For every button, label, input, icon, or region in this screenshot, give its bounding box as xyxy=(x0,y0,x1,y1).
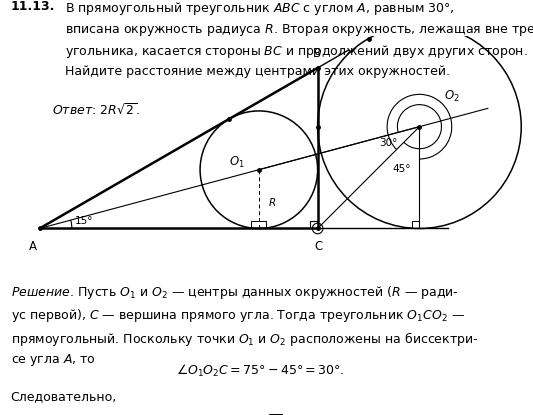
Text: Следовательно,: Следовательно, xyxy=(11,390,117,403)
Text: C: C xyxy=(314,239,322,253)
Text: B: B xyxy=(312,47,320,60)
Text: $\it{Ответ}$: $2R\sqrt{2}$.: $\it{Ответ}$: $2R\sqrt{2}$. xyxy=(52,103,140,118)
Text: 45°: 45° xyxy=(393,164,411,174)
Text: 30°: 30° xyxy=(379,138,398,148)
Text: $O_1$: $O_1$ xyxy=(229,155,245,170)
Text: $\angle O_1O_2C = 75° - 45° = 30°.$: $\angle O_1O_2C = 75° - 45° = 30°.$ xyxy=(176,363,345,379)
Text: 15°: 15° xyxy=(74,217,93,227)
Text: A: A xyxy=(28,239,36,253)
Text: $R$: $R$ xyxy=(268,196,276,208)
Text: $O_1O_2 = 2O_1C = 2R\sqrt{2}.$: $O_1O_2 = 2O_1C = 2R\sqrt{2}.$ xyxy=(150,413,285,415)
Text: $O_2$: $O_2$ xyxy=(444,88,459,104)
Text: $\it{Решение}$. Пусть $O_1$ и $O_2$ — центры данных окружностей ($R$ — ради-
ус : $\it{Решение}$. Пусть $O_1$ и $O_2$ — це… xyxy=(11,284,478,369)
Text: 11.13.: 11.13. xyxy=(11,0,55,13)
Text: В прямоугольный треугольник $ABC$ с углом $A$, равным 30°,
вписана окружность ра: В прямоугольный треугольник $ABC$ с угло… xyxy=(65,0,533,78)
